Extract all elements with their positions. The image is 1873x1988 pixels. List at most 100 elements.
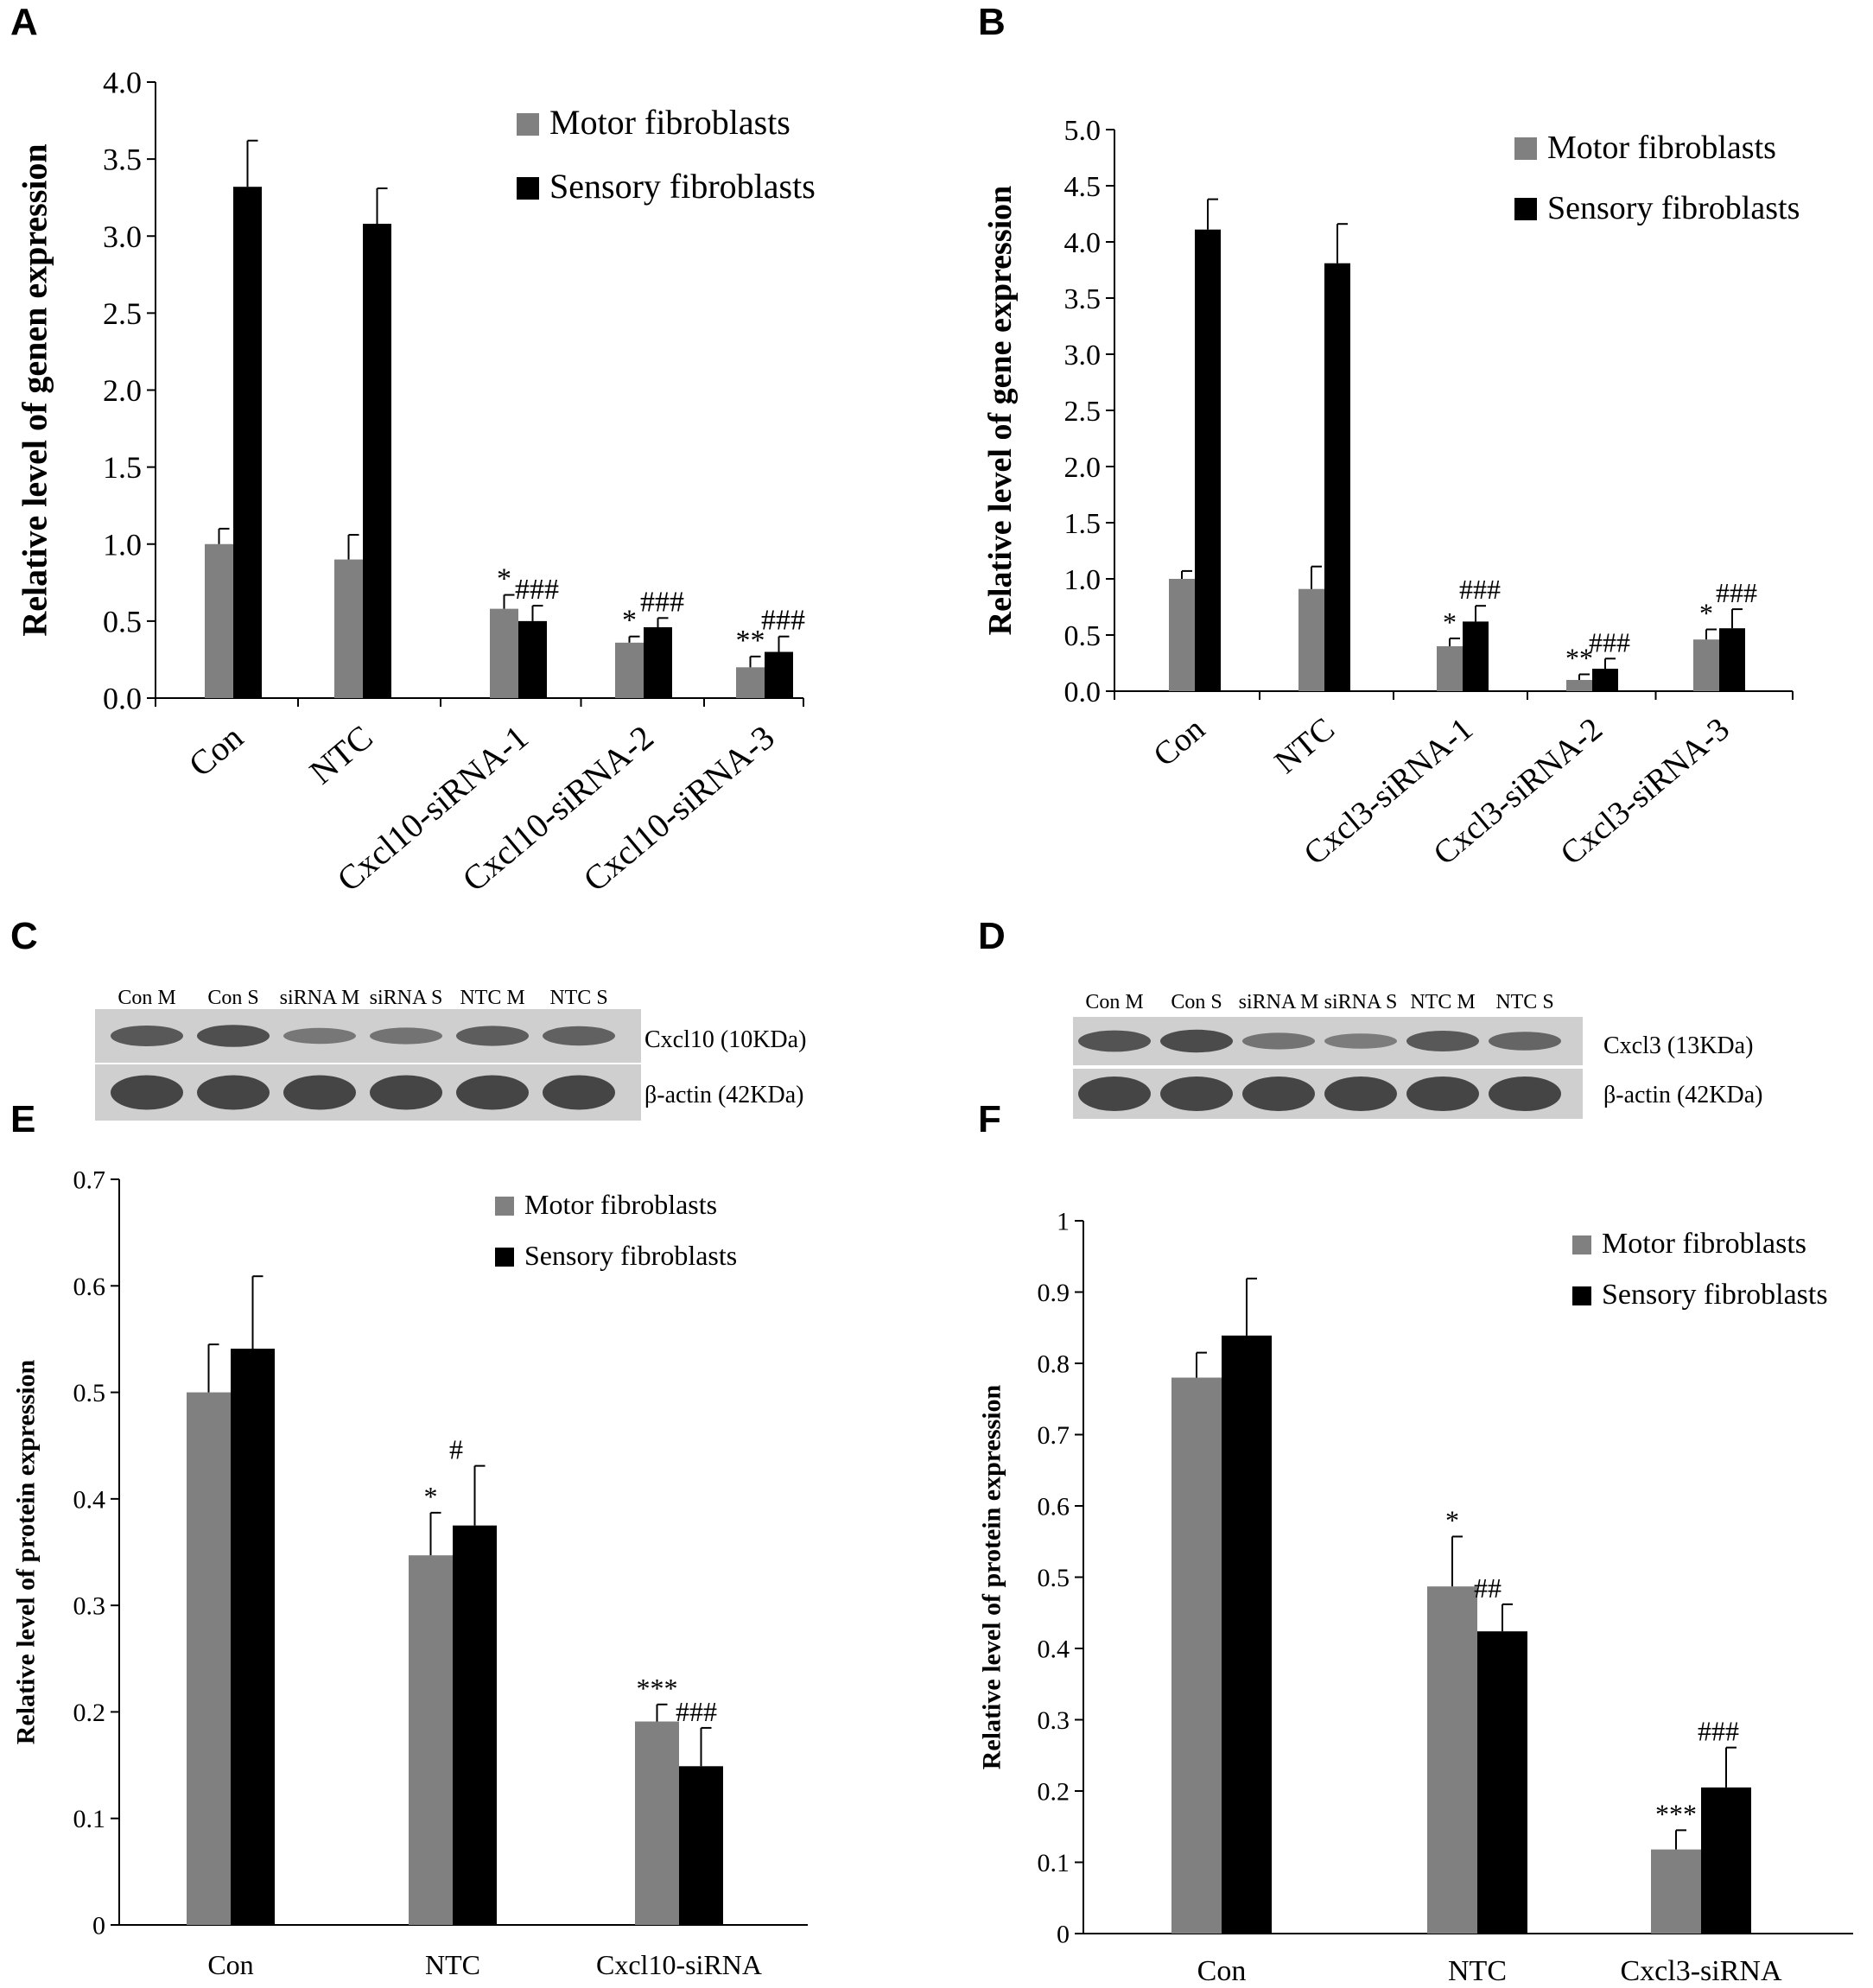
sensory-bar — [1701, 1787, 1751, 1934]
y-tick-label: 0 — [1057, 1921, 1070, 1949]
blot-band — [1242, 1032, 1315, 1050]
blot-band — [543, 1075, 615, 1110]
y-tick-label: 0.3 — [1038, 1706, 1070, 1735]
blot-band — [456, 1026, 529, 1046]
y-tick-label: 4.5 — [1064, 171, 1102, 203]
legend-label: Motor fibroblasts — [1547, 130, 1776, 166]
y-tick-label: 0.8 — [1038, 1350, 1070, 1379]
motor-bar — [1171, 1377, 1222, 1934]
blot-band — [1324, 1033, 1397, 1049]
y-tick-label: 0.0 — [1064, 676, 1102, 708]
significance-label: ** — [736, 625, 765, 657]
motor-bar — [205, 543, 233, 698]
significance-label: ### — [1698, 1716, 1739, 1747]
y-tick-label: 0.6 — [73, 1273, 106, 1301]
motor-bar — [1437, 646, 1463, 691]
panel-letter-a: A — [10, 1, 38, 43]
y-tick-label: 0.7 — [73, 1166, 106, 1195]
y-tick-label: 4.0 — [103, 66, 142, 100]
significance-label: ### — [1716, 577, 1757, 608]
x-category-label: NTC — [302, 717, 380, 791]
y-tick-label: 3.5 — [1064, 283, 1102, 315]
significance-label: * — [622, 605, 637, 637]
lane-label: NTC S — [1495, 991, 1553, 1013]
significance-label: ### — [761, 605, 805, 637]
chart-a: 0.0 0.5 1.0 1.5 2.0 2.5 3.0 3.5 4.0 Relative leve… — [16, 66, 816, 899]
sensory-bar — [1592, 669, 1618, 691]
legend-swatch — [1572, 1235, 1591, 1254]
y-tick-label: 0.9 — [1038, 1279, 1070, 1307]
legend-swatch — [495, 1197, 514, 1216]
blot-band — [197, 1025, 270, 1047]
sensory-bar — [644, 627, 672, 698]
motor-bar — [1566, 680, 1592, 691]
blot-band — [1406, 1077, 1479, 1111]
y-tick-label: 1.0 — [103, 527, 142, 562]
significance-label: * — [1699, 598, 1713, 629]
blot-row-label: Cxcl3 (13KDa) — [1603, 1032, 1753, 1059]
blot-band — [1160, 1077, 1233, 1111]
motor-bar — [635, 1721, 679, 1925]
legend-label: Sensory fibroblasts — [1602, 1279, 1828, 1311]
motor-bar — [1651, 1849, 1701, 1934]
sensory-bar — [231, 1349, 275, 1925]
x-category-label: Cxcl3-siRNA — [1621, 1955, 1782, 1987]
blot-row-label: β-actin (42KDa) — [1603, 1082, 1763, 1108]
blot-band — [111, 1075, 183, 1110]
x-category-label: Con — [181, 717, 251, 784]
y-tick-label: 0.5 — [73, 1379, 106, 1407]
blot-band — [543, 1026, 615, 1046]
x-category-label: Con — [1146, 711, 1212, 774]
blot-band — [1324, 1077, 1397, 1111]
motor-bar — [187, 1392, 231, 1925]
motor-bar — [615, 642, 644, 698]
motor-bar — [736, 667, 765, 698]
blot-band — [197, 1075, 270, 1110]
sensory-bar — [1222, 1335, 1272, 1934]
motor-bar — [409, 1555, 453, 1925]
blot-band — [1160, 1029, 1233, 1053]
y-tick-label: 0 — [92, 1912, 105, 1940]
motor-bar — [1693, 639, 1719, 691]
lane-label: Con M — [1085, 991, 1143, 1013]
panel-letter-f: F — [978, 1098, 1001, 1140]
x-category-label: Con — [1197, 1955, 1247, 1987]
sensory-bar — [518, 620, 547, 698]
lane-label: siRNA S — [1324, 991, 1398, 1013]
y-tick-label: 0.5 — [1038, 1564, 1070, 1592]
motor-bar — [1427, 1586, 1477, 1934]
y-tick-label: 0.7 — [1038, 1421, 1070, 1450]
blot-row-label: β-actin (42KDa) — [644, 1082, 804, 1108]
y-tick-label: 0.5 — [103, 604, 142, 638]
lane-label: siRNA M — [1239, 991, 1319, 1013]
y-tick-label: 0.4 — [73, 1485, 106, 1514]
x-category-label: NTC — [1448, 1955, 1507, 1987]
blot-band — [370, 1027, 442, 1045]
y-axis-title: Relative level of genen expression — [16, 143, 54, 636]
y-tick-label: 4.0 — [1064, 227, 1102, 259]
y-tick-label: 5.0 — [1064, 115, 1102, 147]
y-tick-label: 0.0 — [103, 682, 142, 716]
motor-bar — [1298, 588, 1324, 691]
lane-label: NTC M — [1410, 991, 1475, 1013]
chart-e: 0 0.1 0.2 0.3 0.4 0.5 0.6 0.7 Relative level of … — [12, 1166, 808, 1980]
blot-band — [370, 1075, 442, 1110]
motor-bar — [1169, 579, 1195, 691]
panel-letter-c: C — [10, 915, 38, 957]
significance-label: ### — [1589, 626, 1630, 657]
y-axis-title: Relative level of protein expression — [978, 1384, 1006, 1769]
significance-label: *** — [1655, 1798, 1697, 1829]
legend-label: Motor fibroblasts — [1602, 1228, 1806, 1260]
chart-f: 0 0.1 0.2 0.3 0.4 0.5 0.6 0.7 0.8 0.9 1 Relative le… — [978, 1208, 1853, 1987]
blot-band — [1406, 1031, 1479, 1051]
legend-swatch — [517, 177, 539, 200]
y-tick-label: 0.1 — [73, 1805, 106, 1833]
legend-label: Motor fibroblasts — [549, 103, 790, 142]
y-tick-label: 0.6 — [1038, 1493, 1070, 1521]
blot-band — [1489, 1077, 1561, 1111]
legend-swatch — [517, 113, 539, 136]
sensory-bar — [1195, 229, 1221, 691]
significance-label: ### — [676, 1696, 717, 1727]
sensory-bar — [1719, 628, 1745, 691]
